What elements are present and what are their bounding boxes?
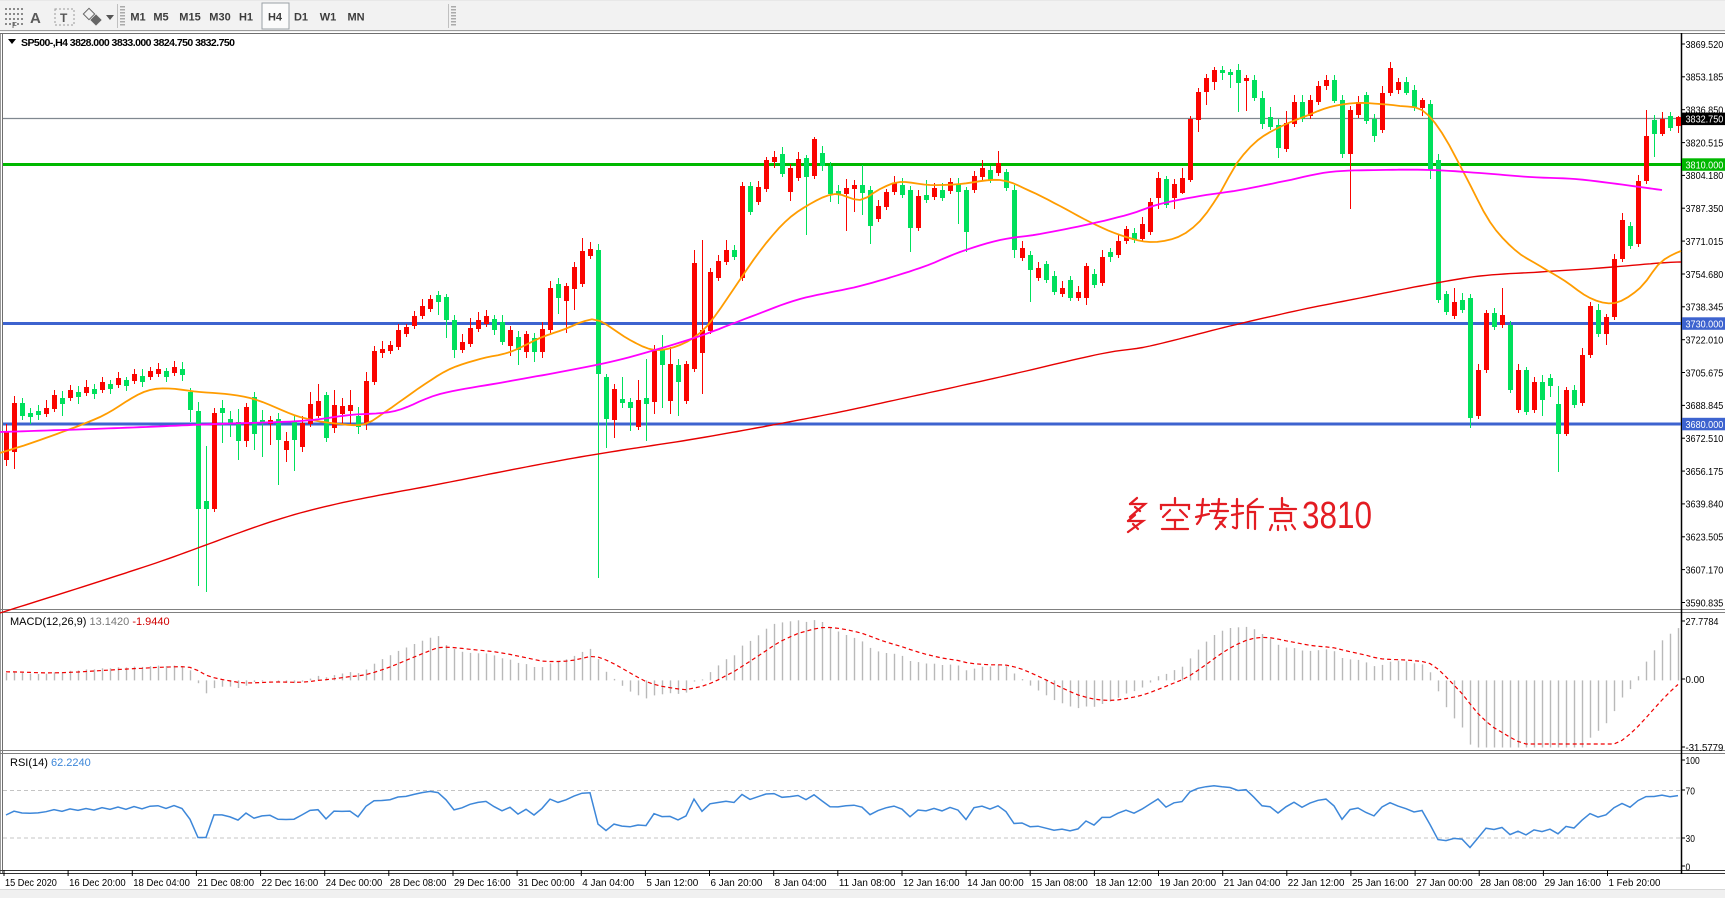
svg-text:3810.000: 3810.000 [1686,159,1724,171]
svg-text:1 Feb 20:00: 1 Feb 20:00 [1609,877,1661,889]
svg-text:3754.680: 3754.680 [1686,269,1724,281]
svg-text:M1: M1 [130,12,145,24]
svg-text:H1: H1 [239,12,253,24]
svg-text:25 Jan 16:00: 25 Jan 16:00 [1352,877,1409,889]
svg-text:27 Jan 00:00: 27 Jan 00:00 [1416,877,1473,889]
svg-text:22 Jan 12:00: 22 Jan 12:00 [1288,877,1345,889]
svg-text:3607.170: 3607.170 [1686,564,1724,576]
svg-text:16 Dec 20:00: 16 Dec 20:00 [69,877,126,889]
svg-text:3820.515: 3820.515 [1686,137,1724,149]
svg-text:A: A [30,10,41,27]
svg-text:-31.5779: -31.5779 [1686,742,1724,754]
svg-text:15 Dec 2020: 15 Dec 2020 [5,877,57,889]
svg-text:3680.000: 3680.000 [1686,419,1724,431]
svg-text:24 Dec 00:00: 24 Dec 00:00 [326,877,383,889]
svg-text:3656.175: 3656.175 [1686,466,1724,478]
svg-text:70: 70 [1686,785,1696,797]
svg-text:MACD(12,26,9) 13.1420 -1.9440: MACD(12,26,9) 13.1420 -1.9440 [10,616,170,628]
svg-text:18 Jan 12:00: 18 Jan 12:00 [1095,877,1152,889]
svg-text:4 Jan 04:00: 4 Jan 04:00 [582,877,634,889]
svg-text:3810: 3810 [1302,495,1372,537]
svg-text:3688.845: 3688.845 [1686,400,1724,412]
svg-text:M5: M5 [153,12,168,24]
svg-text:RSI(14) 62.2240: RSI(14) 62.2240 [10,757,91,769]
svg-text:3705.675: 3705.675 [1686,367,1724,379]
svg-text:30: 30 [1686,833,1696,845]
svg-text:F: F [12,21,17,30]
svg-text:M15: M15 [179,12,200,24]
svg-text:3738.345: 3738.345 [1686,302,1724,314]
svg-text:3730.000: 3730.000 [1686,318,1724,330]
svg-text:8 Jan 04:00: 8 Jan 04:00 [775,877,827,889]
svg-text:29 Dec 16:00: 29 Dec 16:00 [454,877,511,889]
svg-text:19 Jan 20:00: 19 Jan 20:00 [1160,877,1217,889]
svg-text:5 Jan 12:00: 5 Jan 12:00 [646,877,698,889]
svg-text:3771.015: 3771.015 [1686,236,1724,248]
svg-text:12 Jan 16:00: 12 Jan 16:00 [903,877,960,889]
svg-text:M30: M30 [209,12,230,24]
svg-text:27.7784: 27.7784 [1686,616,1719,628]
svg-text:29 Jan 16:00: 29 Jan 16:00 [1544,877,1601,889]
svg-text:11 Jan 08:00: 11 Jan 08:00 [839,877,896,889]
svg-text:22 Dec 16:00: 22 Dec 16:00 [262,877,319,889]
svg-text:3869.520: 3869.520 [1686,39,1724,51]
svg-text:MN: MN [347,12,364,24]
svg-text:0: 0 [1686,861,1691,873]
svg-text:W1: W1 [320,12,337,24]
svg-text:3804.180: 3804.180 [1686,170,1724,182]
svg-text:28 Dec 08:00: 28 Dec 08:00 [390,877,447,889]
svg-text:H4: H4 [268,12,283,24]
svg-text:100: 100 [1686,755,1700,767]
svg-text:3623.505: 3623.505 [1686,532,1724,544]
svg-text:3853.185: 3853.185 [1686,72,1724,84]
svg-text:3832.750: 3832.750 [1686,114,1724,126]
svg-text:3787.350: 3787.350 [1686,203,1724,215]
svg-text:3672.510: 3672.510 [1686,433,1724,445]
svg-text:14 Jan 00:00: 14 Jan 00:00 [967,877,1024,889]
svg-text:T: T [60,11,68,25]
svg-text:21 Jan 04:00: 21 Jan 04:00 [1224,877,1281,889]
svg-text:3639.840: 3639.840 [1686,499,1724,511]
svg-text:6 Jan 20:00: 6 Jan 20:00 [711,877,763,889]
svg-text:D1: D1 [294,12,308,24]
svg-text:0.00: 0.00 [1686,674,1705,686]
svg-text:18 Dec 04:00: 18 Dec 04:00 [133,877,190,889]
svg-text:21 Dec 08:00: 21 Dec 08:00 [197,877,254,889]
svg-text:15 Jan 08:00: 15 Jan 08:00 [1031,877,1088,889]
svg-text:SP500-,H4 3828.000 3833.000 3: SP500-,H4 3828.000 3833.000 3824.750 383… [21,37,235,49]
svg-text:28 Jan 08:00: 28 Jan 08:00 [1480,877,1537,889]
svg-text:31 Dec 00:00: 31 Dec 00:00 [518,877,575,889]
svg-text:3590.835: 3590.835 [1686,597,1724,609]
svg-text:3722.010: 3722.010 [1686,334,1724,346]
